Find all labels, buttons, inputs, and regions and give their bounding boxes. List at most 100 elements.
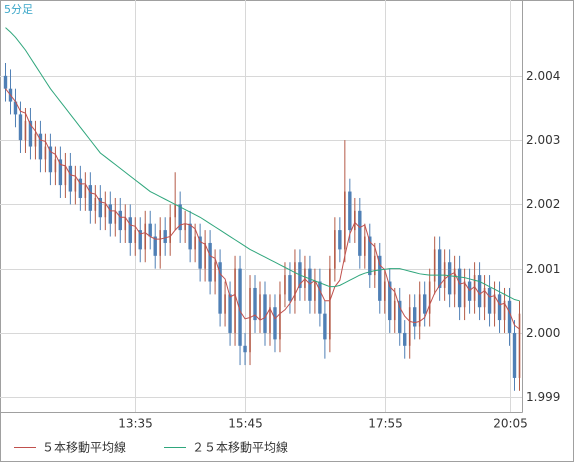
candle-body xyxy=(493,294,496,314)
candle-body xyxy=(279,294,281,340)
candle-body xyxy=(238,268,242,346)
candle-body xyxy=(44,146,47,160)
candle-body xyxy=(128,217,132,243)
candle-body xyxy=(13,101,18,115)
candle-body xyxy=(174,204,176,218)
candle-body xyxy=(28,120,33,147)
candle-body xyxy=(323,313,327,340)
candle-body xyxy=(383,281,386,301)
y-tick-label: 2.002 xyxy=(526,197,560,211)
y-tick-label: 2.001 xyxy=(526,262,560,276)
candle-body xyxy=(422,294,427,314)
candle-body xyxy=(94,197,97,211)
candle-body xyxy=(184,223,186,231)
candle-body xyxy=(473,275,476,301)
moving-average-line xyxy=(5,88,520,330)
candle-body xyxy=(418,294,421,327)
candle-body xyxy=(518,313,521,378)
candle-body xyxy=(218,262,222,314)
grid xyxy=(0,0,522,412)
candle-body xyxy=(364,236,366,256)
candle-body xyxy=(48,146,53,173)
x-tick-label: 17:55 xyxy=(368,417,403,431)
candle-body xyxy=(263,294,267,333)
candle-body xyxy=(98,197,103,218)
candle-body xyxy=(148,223,152,237)
candle-body xyxy=(308,268,312,301)
candle-body xyxy=(163,230,167,243)
y-tick-label: 2.000 xyxy=(526,326,560,340)
candle-body xyxy=(477,275,482,308)
legend-label: ５本移動平均線 xyxy=(42,440,126,455)
candle-body xyxy=(58,159,63,186)
legend: ５本移動平均線 ２５本移動平均線 xyxy=(14,440,288,455)
candle-body xyxy=(68,165,73,192)
candle-body xyxy=(104,204,107,218)
candle-body xyxy=(18,114,23,141)
marks xyxy=(3,27,521,391)
candle-body xyxy=(463,281,466,308)
candle-body xyxy=(437,249,442,288)
candle-body xyxy=(388,281,392,321)
candle-body xyxy=(398,300,402,333)
candle-body xyxy=(344,191,346,250)
x-tick-label: 13:35 xyxy=(118,417,153,431)
candle-body xyxy=(108,204,112,224)
candle-body xyxy=(88,185,93,211)
candle-body xyxy=(507,300,512,333)
candle-body xyxy=(214,262,216,282)
chart-title: 5分足 xyxy=(4,3,33,16)
candle-body xyxy=(512,332,517,378)
candle-body xyxy=(159,230,161,256)
candle-body xyxy=(358,210,362,256)
candle-body xyxy=(24,120,27,141)
y-tick-label: 2.004 xyxy=(526,69,560,83)
candle-body xyxy=(373,255,376,276)
candle-body xyxy=(453,268,456,295)
moving-average-line xyxy=(5,27,520,302)
candle-body xyxy=(74,178,77,192)
candle-body xyxy=(447,262,452,295)
y-tick-label: 2.003 xyxy=(526,133,560,147)
candle-body xyxy=(204,242,206,269)
candle-body xyxy=(378,255,382,301)
candle-body xyxy=(134,230,137,243)
candle-body xyxy=(428,281,431,314)
candle-body xyxy=(198,236,202,269)
candle-body xyxy=(234,268,236,333)
candle-body xyxy=(294,262,296,301)
candle-body xyxy=(84,185,87,198)
candle-body xyxy=(243,345,247,353)
candle-body xyxy=(144,223,147,250)
candle-body xyxy=(318,281,322,314)
candle-body xyxy=(497,294,502,321)
candle-body xyxy=(38,133,43,160)
candle-body xyxy=(334,230,336,269)
candle-body xyxy=(54,159,57,173)
candle-body xyxy=(64,165,67,186)
candle-body xyxy=(403,332,407,346)
candle-body xyxy=(408,307,411,346)
candle-body xyxy=(78,178,83,198)
candle-body xyxy=(169,217,171,243)
candle-body xyxy=(433,249,436,282)
candle-body xyxy=(259,294,261,321)
candle-body xyxy=(269,307,271,333)
candle-body xyxy=(273,307,277,340)
candle-body xyxy=(178,204,182,231)
candle-body xyxy=(413,307,417,327)
candle-body xyxy=(114,210,117,224)
legend-label: ２５本移動平均線 xyxy=(192,440,288,455)
candle-body xyxy=(228,294,232,333)
candle-body xyxy=(487,287,492,314)
candle-body xyxy=(329,268,331,340)
candle-body xyxy=(153,236,157,256)
candle-body xyxy=(368,236,372,276)
candle-body xyxy=(208,242,212,282)
candle-body xyxy=(284,275,286,295)
candle-body xyxy=(194,236,196,250)
candle-body xyxy=(124,217,127,231)
candle-body xyxy=(503,300,506,321)
